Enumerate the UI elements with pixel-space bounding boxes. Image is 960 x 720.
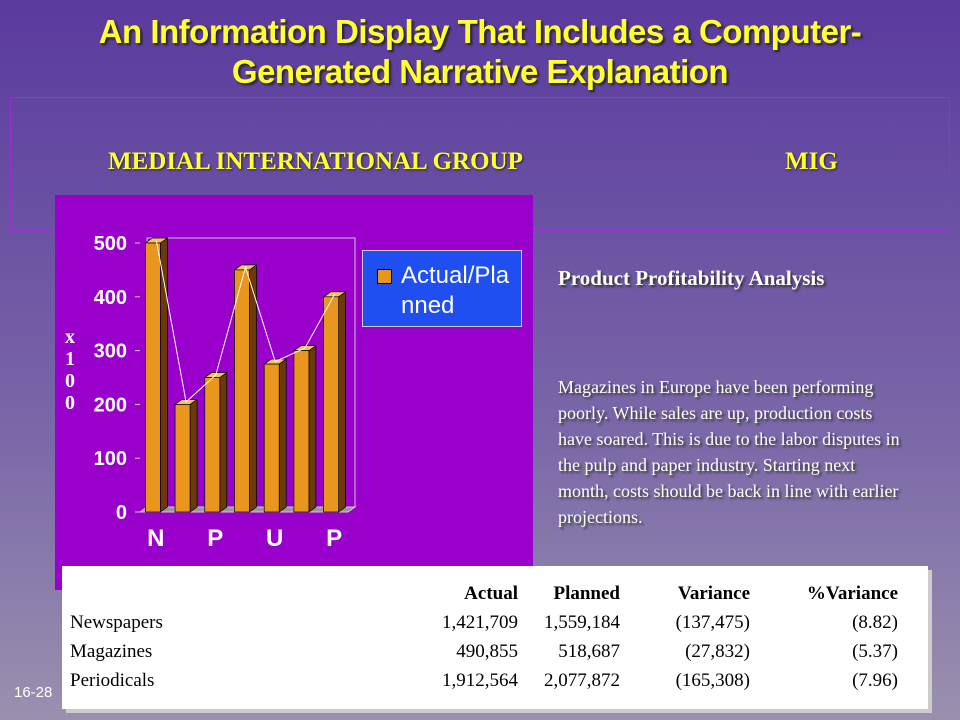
y-tick-label: 0 (116, 502, 127, 524)
bar-side (219, 371, 228, 513)
table-row: Magazines 490,855 518,687 (27,832) (5.37) (70, 637, 898, 666)
y-tick-label: 300 (94, 341, 127, 363)
table-cell: 2,077,872 (544, 670, 620, 691)
x-tick-label: U (266, 525, 283, 552)
bar-side (278, 358, 287, 513)
bar (263, 363, 280, 513)
bar (174, 404, 191, 513)
y-tick-label: 200 (94, 394, 127, 416)
bar-side (338, 291, 346, 513)
bar (293, 350, 310, 513)
bar-side (249, 264, 257, 513)
bar-side (189, 398, 198, 513)
table-cell: Periodicals (70, 670, 155, 691)
table-cell: 1,912,564 (442, 670, 518, 691)
header-cell: Variance (677, 583, 750, 604)
company-abbreviation: MIG (785, 148, 838, 175)
slide-number: 16-28 (14, 684, 53, 701)
table-cell: (165,308) (675, 670, 750, 691)
table-cell: (5.37) (852, 641, 898, 662)
slide-title: An Information Display That Includes a C… (98, 13, 862, 90)
y-tick-label: 100 (94, 448, 127, 470)
table-cell: 1,559,184 (544, 612, 620, 633)
table-cell: Newspapers (70, 612, 163, 633)
bar (145, 242, 161, 513)
bar (234, 269, 250, 513)
header-cell: %Variance (806, 583, 898, 604)
bar (204, 377, 221, 513)
table-cell: 1,421,709 (442, 612, 518, 633)
table-cell: (7.96) (852, 670, 898, 691)
table-cell: Magazines (70, 641, 153, 662)
table-cell: 490,855 (456, 641, 518, 662)
table-cell: 518,687 (558, 641, 620, 662)
legend-swatch (377, 269, 392, 284)
legend-label: Actual/Planned (401, 262, 510, 319)
table-row: Periodicals 1,912,564 2,077,872 (165,308) (7… (70, 666, 898, 695)
data-table: Actual Planned Variance %Variance Newspapers… (62, 566, 928, 709)
trend-line (155, 240, 336, 403)
x-tick-label: N (147, 525, 164, 552)
header-cell: Planned (553, 583, 620, 604)
table-cell: (137,475) (675, 612, 750, 633)
header-cell: Actual (464, 583, 518, 604)
company-name: MEDIAL INTERNATIONAL GROUP (108, 148, 523, 175)
x-tick-label: P (326, 525, 342, 552)
narrative: Magazines in Europe have been performing… (558, 377, 900, 527)
bar (323, 296, 339, 513)
analysis-title: Product Profitability Analysis (558, 266, 825, 290)
legend: Actual/Planned (362, 250, 522, 327)
table-row: Newspapers 1,421,709 1,559,184 (137,475) (8.… (70, 608, 898, 637)
table-cell: (27,832) (685, 641, 750, 662)
table-cell: (8.82) (852, 612, 898, 633)
bar-side (308, 344, 317, 513)
header-cell (70, 579, 410, 608)
y-tick-label: 400 (94, 287, 127, 309)
x-tick-label: P (207, 525, 223, 552)
y-axis-label: x100 (65, 326, 75, 414)
table: Actual Planned Variance %Variance Newspapers… (70, 579, 898, 695)
y-tick-label: 500 (94, 233, 127, 255)
